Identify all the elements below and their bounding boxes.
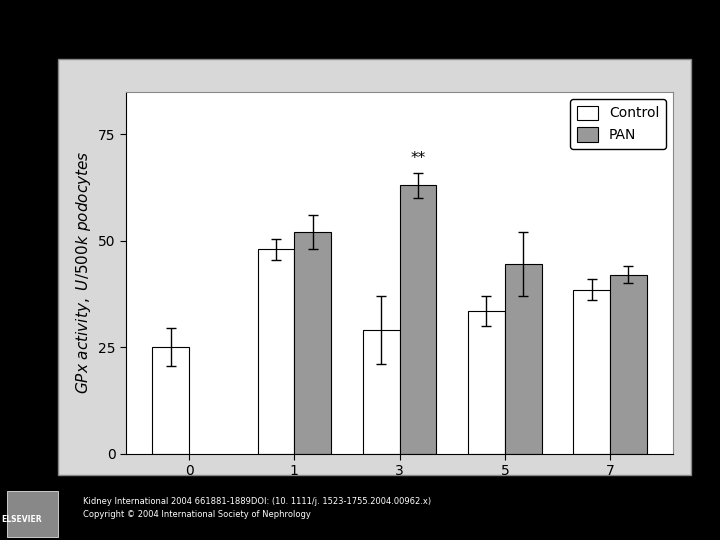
Bar — [610, 275, 647, 454]
Bar — [153, 347, 189, 454]
Bar — [505, 264, 541, 454]
Bar — [400, 185, 436, 454]
Y-axis label: $\it{GPx\ activity,\ U/500k\ podocytes}$: $\it{GPx\ activity,\ U/500k\ podocytes}$ — [73, 151, 93, 395]
Bar — [468, 311, 505, 454]
Bar — [363, 330, 400, 454]
Text: Copyright © 2004 International Society of Nephrology: Copyright © 2004 International Society o… — [83, 510, 310, 518]
Text: **: ** — [410, 151, 426, 166]
Bar — [294, 232, 331, 454]
Bar — [258, 249, 294, 454]
Text: ELSEVIER: ELSEVIER — [1, 515, 42, 524]
Bar — [573, 290, 610, 454]
Legend: Control, PAN: Control, PAN — [570, 99, 666, 149]
Text: Figure 8: Figure 8 — [329, 33, 391, 48]
Text: Kidney International 2004 661881-1889DOI: (10. 1111/j. 1523-1755.2004.00962.x): Kidney International 2004 661881-1889DOI… — [83, 497, 431, 505]
X-axis label: Treatment period, $\it{days}$: Treatment period, $\it{days}$ — [309, 484, 490, 503]
